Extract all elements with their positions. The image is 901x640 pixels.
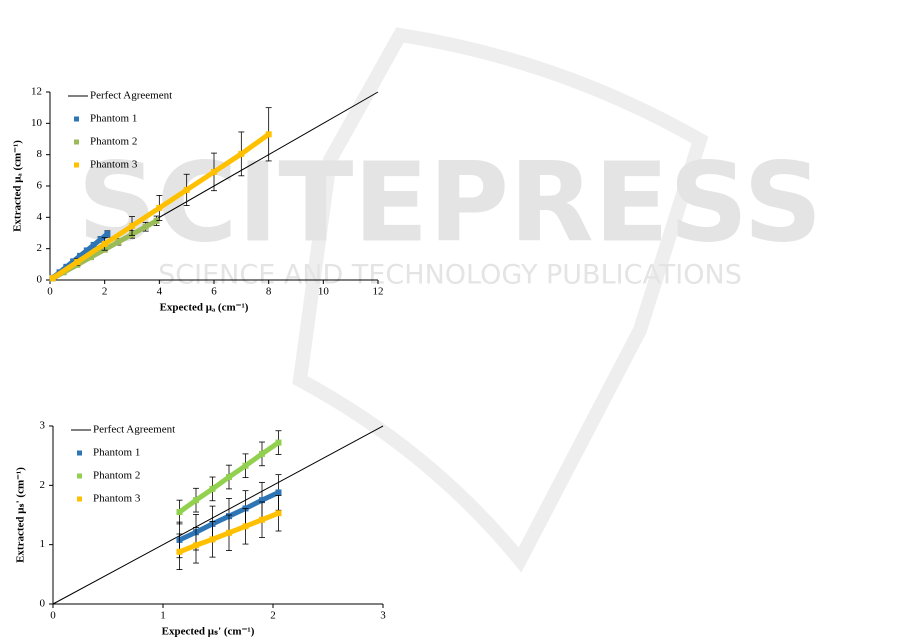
legend-marker (74, 139, 79, 145)
watermark-title: SCITEPRESS (77, 138, 822, 266)
y-tick-label: 6 (37, 180, 43, 192)
data-point (242, 523, 249, 530)
data-point (211, 168, 217, 175)
x-tick-label: 8 (266, 286, 272, 298)
legend-marker (77, 450, 82, 456)
y-tick-label: 3 (40, 420, 46, 432)
x-tick-label: 3 (380, 610, 386, 622)
legend-label: Phantom 1 (93, 447, 140, 459)
data-point (275, 510, 282, 517)
watermark: SCITEPRESS SCIENCE AND TECHNOLOGY PUBLIC… (77, 27, 823, 573)
data-point (77, 252, 84, 259)
y-axis-label: Extracted μₐ (cm⁻¹) (12, 140, 24, 232)
data-point (183, 186, 190, 193)
x-axis-label: Expected μₛ' (cm⁻¹) (162, 626, 255, 638)
legend-label: Phantom 3 (93, 493, 141, 505)
data-point (176, 509, 183, 516)
data-point (74, 258, 81, 265)
legend-marker (77, 473, 82, 479)
data-point (226, 474, 232, 481)
x-tick-label: 10 (318, 286, 330, 298)
legend-label: Phantom 2 (90, 136, 137, 148)
y-tick-label: 1 (40, 538, 46, 550)
data-point (275, 439, 282, 446)
legend-label: Phantom 2 (93, 470, 140, 482)
y-tick-label: 0 (37, 274, 43, 286)
legend-marker (74, 162, 79, 168)
data-point (238, 150, 245, 157)
x-tick-label: 12 (373, 286, 384, 298)
data-point (70, 258, 77, 265)
data-point (265, 131, 272, 138)
data-point (176, 548, 183, 555)
y-tick-label: 4 (37, 211, 43, 223)
y-tick-label: 8 (37, 148, 43, 160)
watermark-subtitle: SCIENCE AND TECHNOLOGY PUBLICATIONS (158, 260, 742, 291)
legend-marker (77, 496, 82, 502)
data-point (156, 204, 163, 211)
data-point (259, 497, 265, 504)
x-tick-label: 0 (50, 610, 56, 622)
data-point (97, 236, 104, 243)
y-tick-label: 2 (40, 479, 46, 491)
y-axis-label: Extracted μₛ' (cm⁻¹) (15, 467, 27, 563)
data-point (209, 485, 216, 492)
data-point (101, 240, 108, 247)
y-tick-label: 12 (31, 86, 42, 98)
data-point (49, 275, 56, 282)
data-point (259, 450, 265, 457)
legend-marker (74, 116, 79, 122)
legend-label: Phantom 3 (90, 159, 138, 171)
x-tick-label: 1 (160, 610, 166, 622)
data-point (275, 489, 282, 496)
data-point (193, 542, 199, 549)
chart: 0 2 4 6 8 10 12 0 2 4 6 8 10 12 Expected μₐ (cm⁻¹) Extr… (12, 86, 384, 314)
x-tick-label: 2 (270, 610, 276, 622)
data-point (209, 536, 216, 543)
data-point (242, 462, 249, 469)
data-point (90, 241, 97, 248)
legend-label: Phantom 1 (90, 113, 137, 125)
data-point (142, 223, 149, 230)
data-point (129, 222, 135, 229)
legend-label: Perfect Agreement (93, 424, 175, 436)
x-tick-label: 6 (211, 286, 217, 298)
data-point (226, 529, 232, 536)
x-tick-label: 0 (47, 286, 53, 298)
y-tick-label: 0 (40, 598, 46, 610)
watermark-shape (292, 27, 709, 573)
legend-label: Perfect Agreement (90, 90, 172, 102)
data-point (115, 238, 122, 245)
x-tick-label: 4 (157, 286, 163, 298)
data-point (83, 247, 90, 254)
y-tick-label: 2 (37, 242, 43, 254)
x-tick-label: 2 (102, 286, 108, 298)
data-point (259, 516, 265, 523)
data-point (104, 230, 111, 237)
x-axis-label: Expected μₐ (cm⁻¹) (160, 302, 249, 314)
y-tick-label: 10 (31, 117, 43, 129)
agreement-line (52, 425, 384, 605)
data-point (193, 497, 199, 504)
data-point (88, 254, 94, 261)
chart: 0 1 2 3 0 1 2 3 Expected μₛ' (cm⁻¹) Extracted μₛ'… (15, 420, 387, 638)
